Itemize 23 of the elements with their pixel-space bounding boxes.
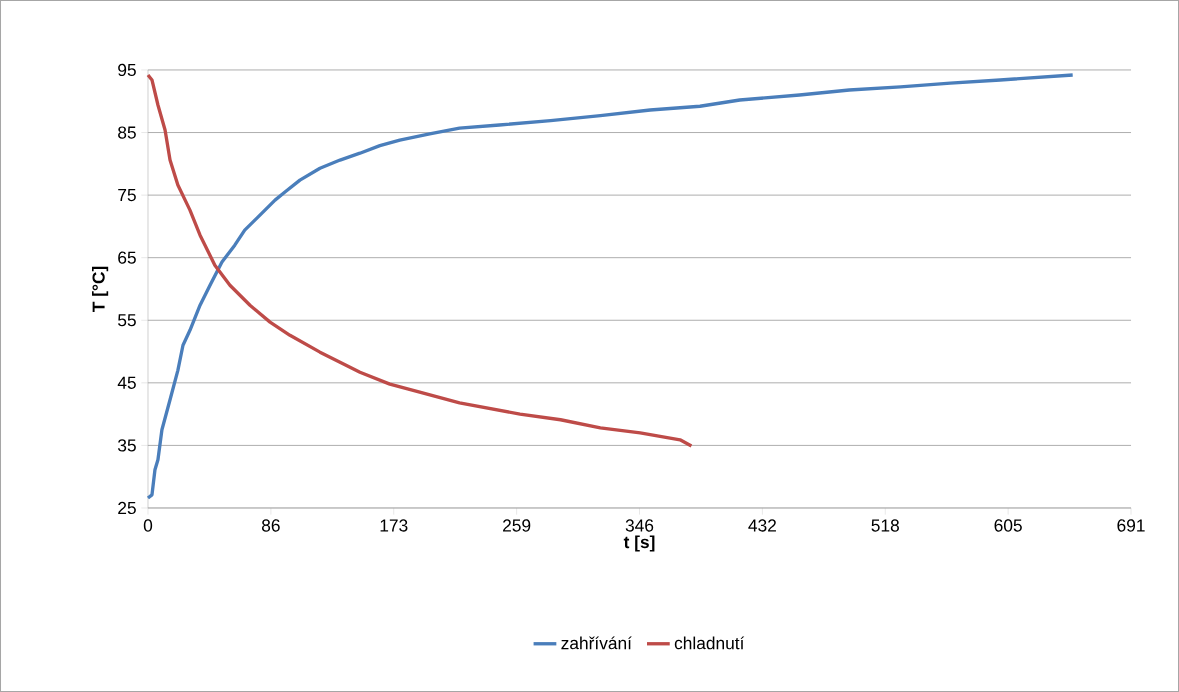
x-tick-label: 346 xyxy=(625,519,654,532)
x-tick-label: 173 xyxy=(380,519,408,532)
y-tick-label: 95 xyxy=(118,63,136,77)
x-tick-label: 86 xyxy=(261,519,280,532)
y-tick-label: 65 xyxy=(118,251,136,264)
legend-label: zahřívání xyxy=(561,636,632,650)
x-tick-label: 0 xyxy=(143,519,153,532)
y-axis-title: T [°C] xyxy=(92,266,109,312)
y-tick-label: 85 xyxy=(118,126,136,139)
x-tick-label: 691 xyxy=(1117,519,1145,532)
x-axis-title: t [s] xyxy=(623,535,655,552)
y-tick-label: 25 xyxy=(118,501,136,515)
legend-label: chladnutí xyxy=(674,636,745,650)
line-series xyxy=(146,73,1075,500)
x-tick-label: 518 xyxy=(871,519,899,532)
y-tick-label: 55 xyxy=(118,314,136,327)
x-tick-label: 432 xyxy=(748,519,776,532)
y-tick-label: 75 xyxy=(118,189,136,202)
y-tick-label: 45 xyxy=(117,376,136,389)
y-tick-label: 35 xyxy=(117,439,136,452)
line-series xyxy=(146,73,694,448)
x-tick-label: 259 xyxy=(503,519,531,532)
x-tick-label: 605 xyxy=(994,519,1022,532)
